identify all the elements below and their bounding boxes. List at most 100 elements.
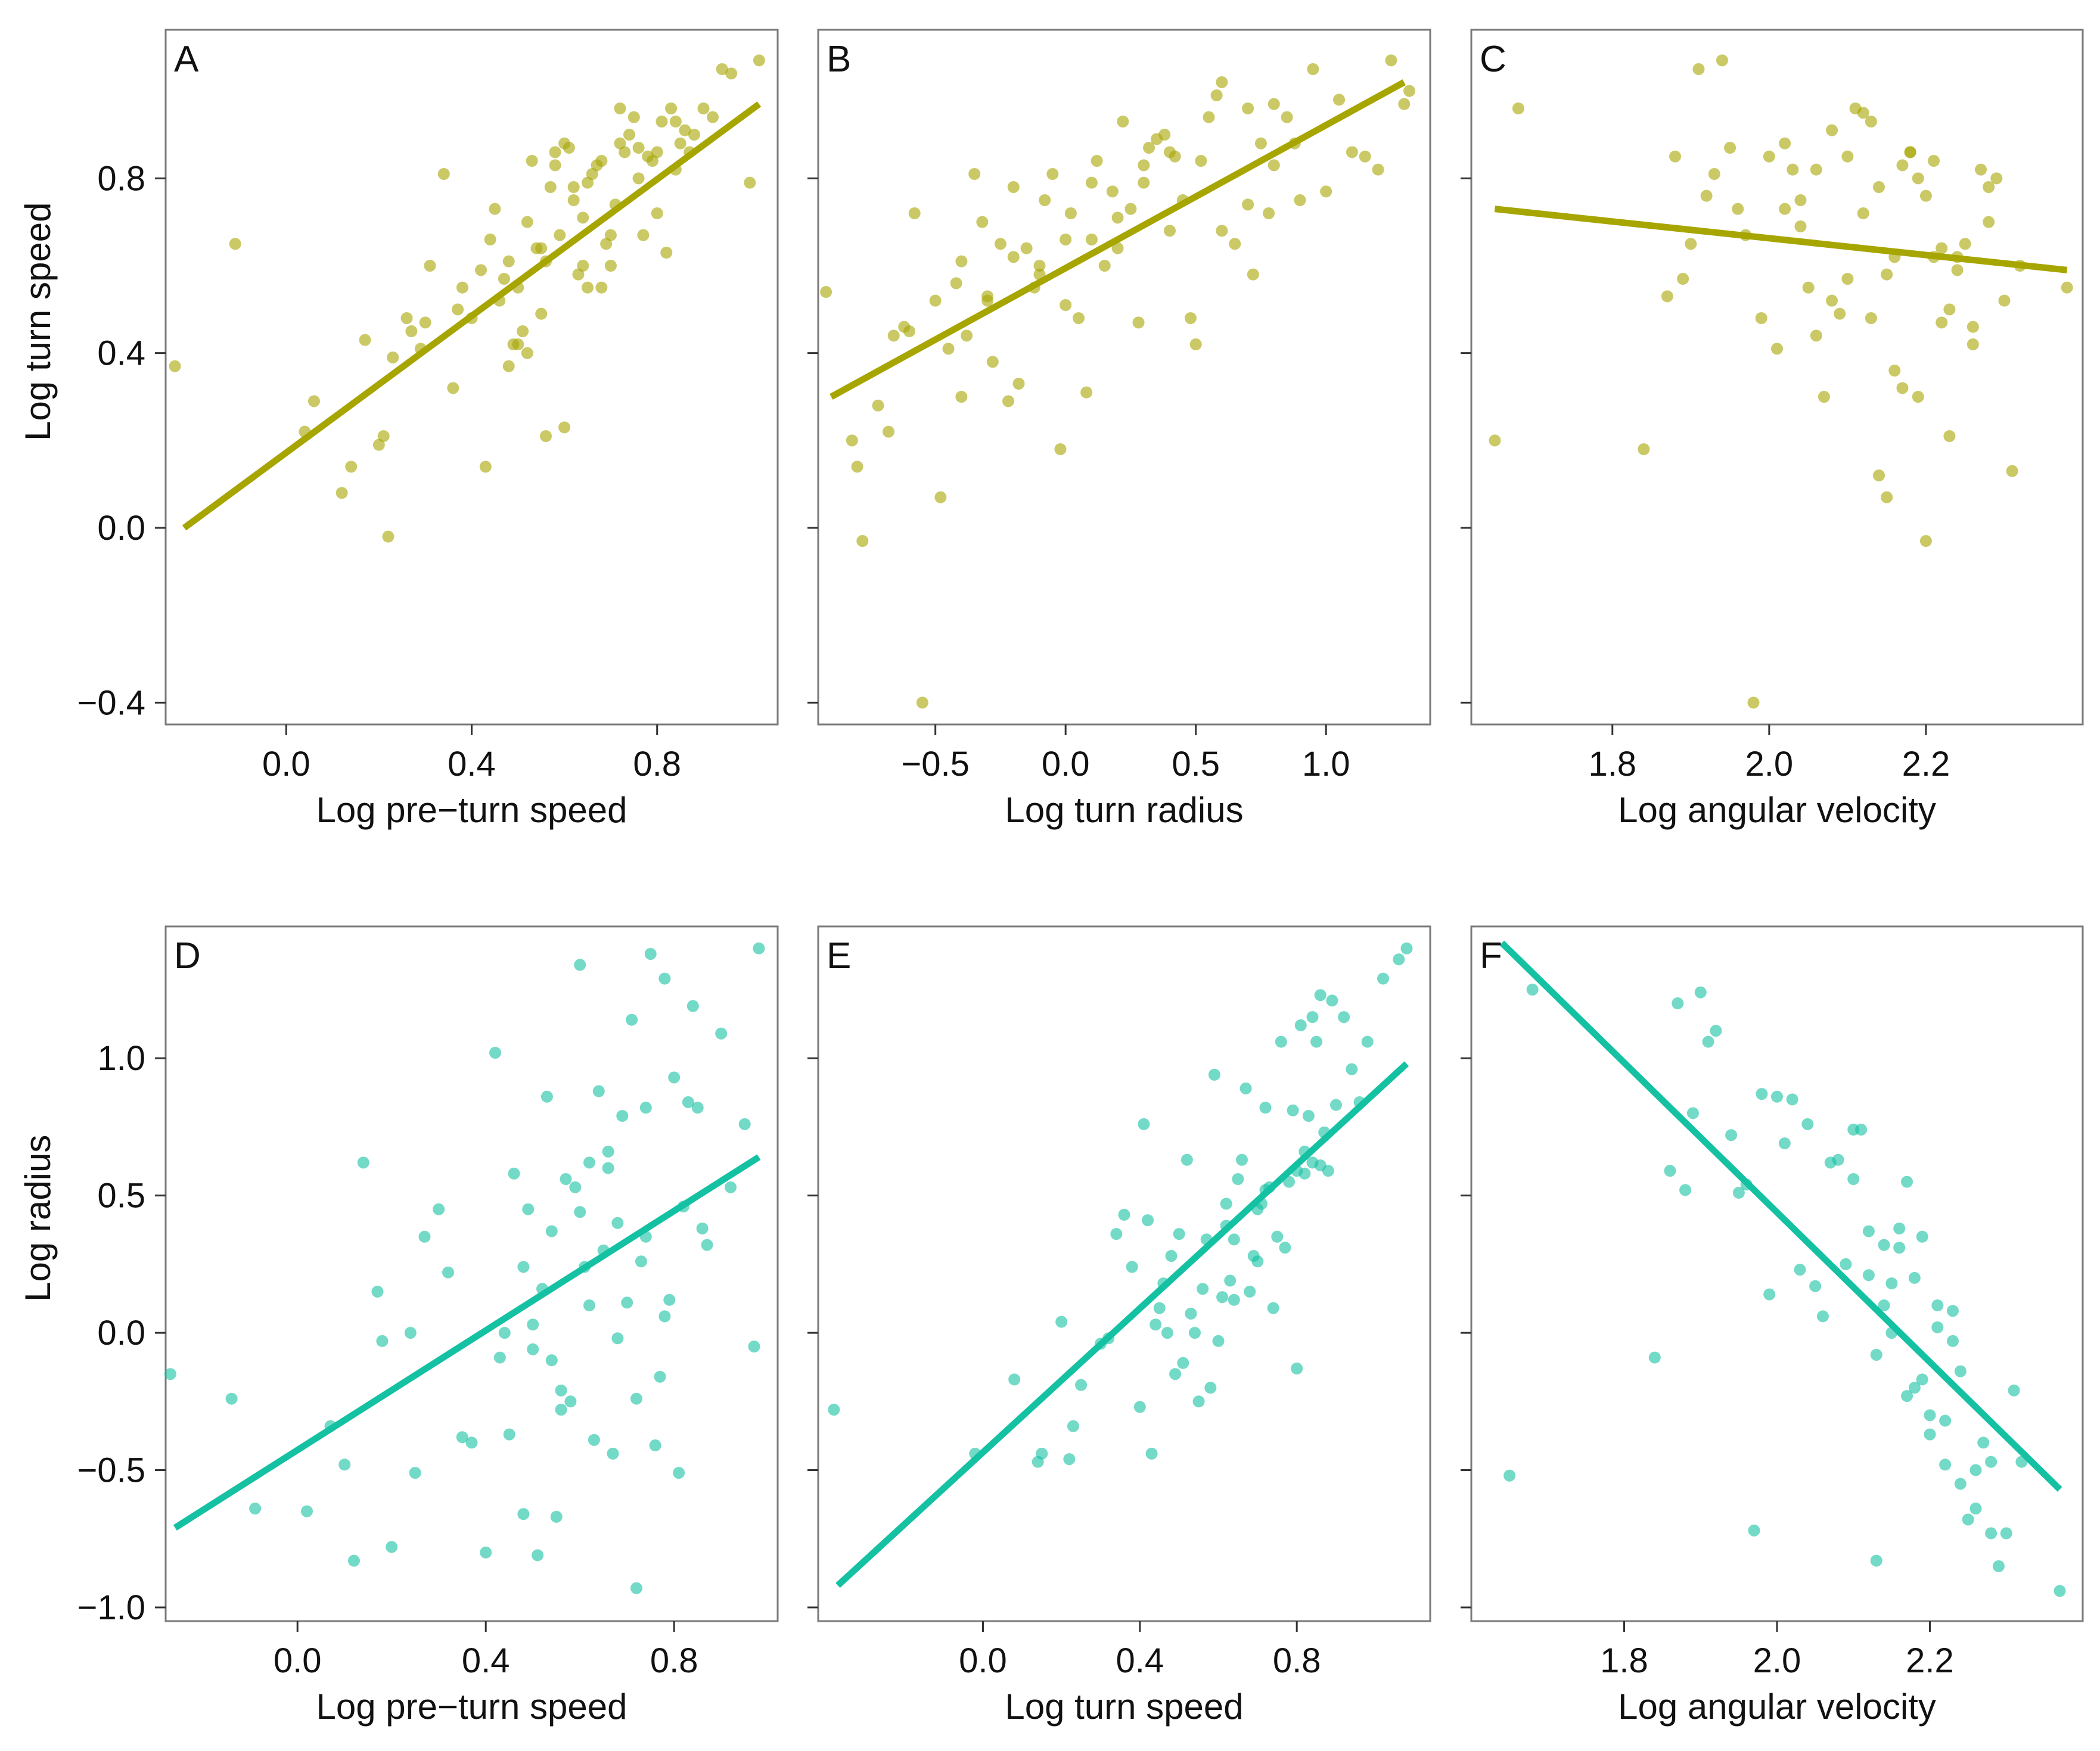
y-tick-label-a: 0.8 xyxy=(97,159,145,198)
data-point xyxy=(1203,111,1215,123)
data-point xyxy=(465,1436,478,1449)
data-point xyxy=(1403,85,1416,97)
data-point xyxy=(1224,1274,1237,1287)
data-point xyxy=(1885,1277,1898,1290)
data-point xyxy=(1400,942,1413,954)
data-point xyxy=(521,216,533,228)
data-point xyxy=(1359,150,1371,163)
panel-d: 0.0 0.4 0.8 −1.0 −0.5 0.0 0.5 1.0 D Log pre−turn … xyxy=(18,925,779,1727)
data-point xyxy=(225,1392,238,1405)
data-point xyxy=(1664,1165,1676,1177)
data-point xyxy=(630,1582,642,1594)
data-point xyxy=(1969,1464,1982,1476)
data-point xyxy=(569,1181,582,1193)
data-point xyxy=(1330,1099,1342,1111)
data-point xyxy=(1181,1153,1193,1166)
data-point xyxy=(357,1156,369,1169)
data-point xyxy=(658,1310,671,1323)
data-point xyxy=(535,307,548,320)
data-point xyxy=(549,159,561,172)
data-point xyxy=(567,194,580,206)
fit-line-c xyxy=(1494,206,2068,273)
plot-frame-d xyxy=(164,925,779,1622)
data-point xyxy=(632,142,645,154)
data-point xyxy=(359,334,371,346)
x-tick-label-e: 0.0 xyxy=(959,1641,1007,1680)
data-point xyxy=(376,1335,389,1347)
data-point xyxy=(437,168,450,180)
data-point xyxy=(1189,1327,1201,1339)
data-point xyxy=(1661,290,1673,303)
data-point xyxy=(1943,303,1956,316)
data-point xyxy=(607,1447,619,1460)
data-point xyxy=(1216,1291,1229,1304)
panel-letter-c: C xyxy=(1480,39,1506,80)
data-point xyxy=(447,382,459,394)
data-point xyxy=(753,942,765,954)
data-point xyxy=(348,1554,360,1567)
data-point xyxy=(1908,1271,1921,1284)
data-point xyxy=(1939,1414,1952,1427)
data-point xyxy=(1184,312,1197,324)
data-point xyxy=(169,360,181,372)
data-point xyxy=(335,487,348,499)
data-point xyxy=(1275,1035,1287,1048)
x-tick-label-b: 0.0 xyxy=(1042,745,1090,783)
data-point xyxy=(651,207,663,219)
data-point xyxy=(1870,1348,1882,1361)
data-point xyxy=(345,461,358,473)
data-point xyxy=(1787,163,1799,176)
data-point xyxy=(929,294,942,307)
y-tick-label-a: 0.0 xyxy=(97,509,145,548)
data-point xyxy=(1870,1554,1882,1567)
data-point xyxy=(686,1000,699,1012)
data-point xyxy=(1210,89,1223,101)
data-point xyxy=(986,356,999,368)
data-point xyxy=(1931,1321,1944,1333)
data-point xyxy=(1338,1011,1350,1024)
data-point xyxy=(1307,63,1319,75)
data-point xyxy=(682,1096,694,1108)
data-point xyxy=(908,207,921,219)
data-point xyxy=(1242,102,1254,114)
data-point xyxy=(1990,172,2003,185)
data-point xyxy=(1294,1019,1307,1031)
data-point xyxy=(1232,1173,1244,1185)
panel-e: 0.0 0.4 0.8 E Log turn speed xyxy=(807,925,1431,1727)
data-point xyxy=(604,260,617,272)
data-point xyxy=(1881,268,1893,281)
data-point xyxy=(1865,312,1877,324)
data-point xyxy=(1969,1503,1982,1515)
data-point xyxy=(1794,1264,1806,1276)
data-point xyxy=(405,325,418,337)
data-point xyxy=(1873,469,1885,481)
data-point xyxy=(377,430,390,442)
data-point xyxy=(517,1261,530,1273)
data-point xyxy=(1975,163,1987,176)
data-point xyxy=(1385,54,1397,67)
data-point xyxy=(1085,234,1098,245)
data-point xyxy=(1033,260,1046,272)
y-tick-label-d: 0.0 xyxy=(97,1314,145,1352)
data-point xyxy=(1985,1455,1998,1468)
data-point xyxy=(1748,1524,1760,1537)
data-point xyxy=(582,176,594,189)
data-point xyxy=(968,168,981,180)
data-point xyxy=(1702,1035,1714,1048)
data-point xyxy=(1862,1269,1875,1282)
data-point xyxy=(1163,146,1176,158)
data-point xyxy=(301,1505,313,1517)
data-point xyxy=(1080,386,1093,399)
data-point xyxy=(1826,294,1838,307)
data-point xyxy=(586,168,598,180)
data-point xyxy=(1756,1088,1768,1100)
data-point xyxy=(521,347,533,359)
data-point xyxy=(1055,1315,1068,1328)
points-f xyxy=(1503,984,2066,1597)
data-point xyxy=(493,1351,506,1364)
data-point xyxy=(1779,137,1791,150)
data-point xyxy=(1908,1382,1921,1394)
data-point xyxy=(748,1341,760,1353)
data-point xyxy=(1165,1250,1178,1262)
